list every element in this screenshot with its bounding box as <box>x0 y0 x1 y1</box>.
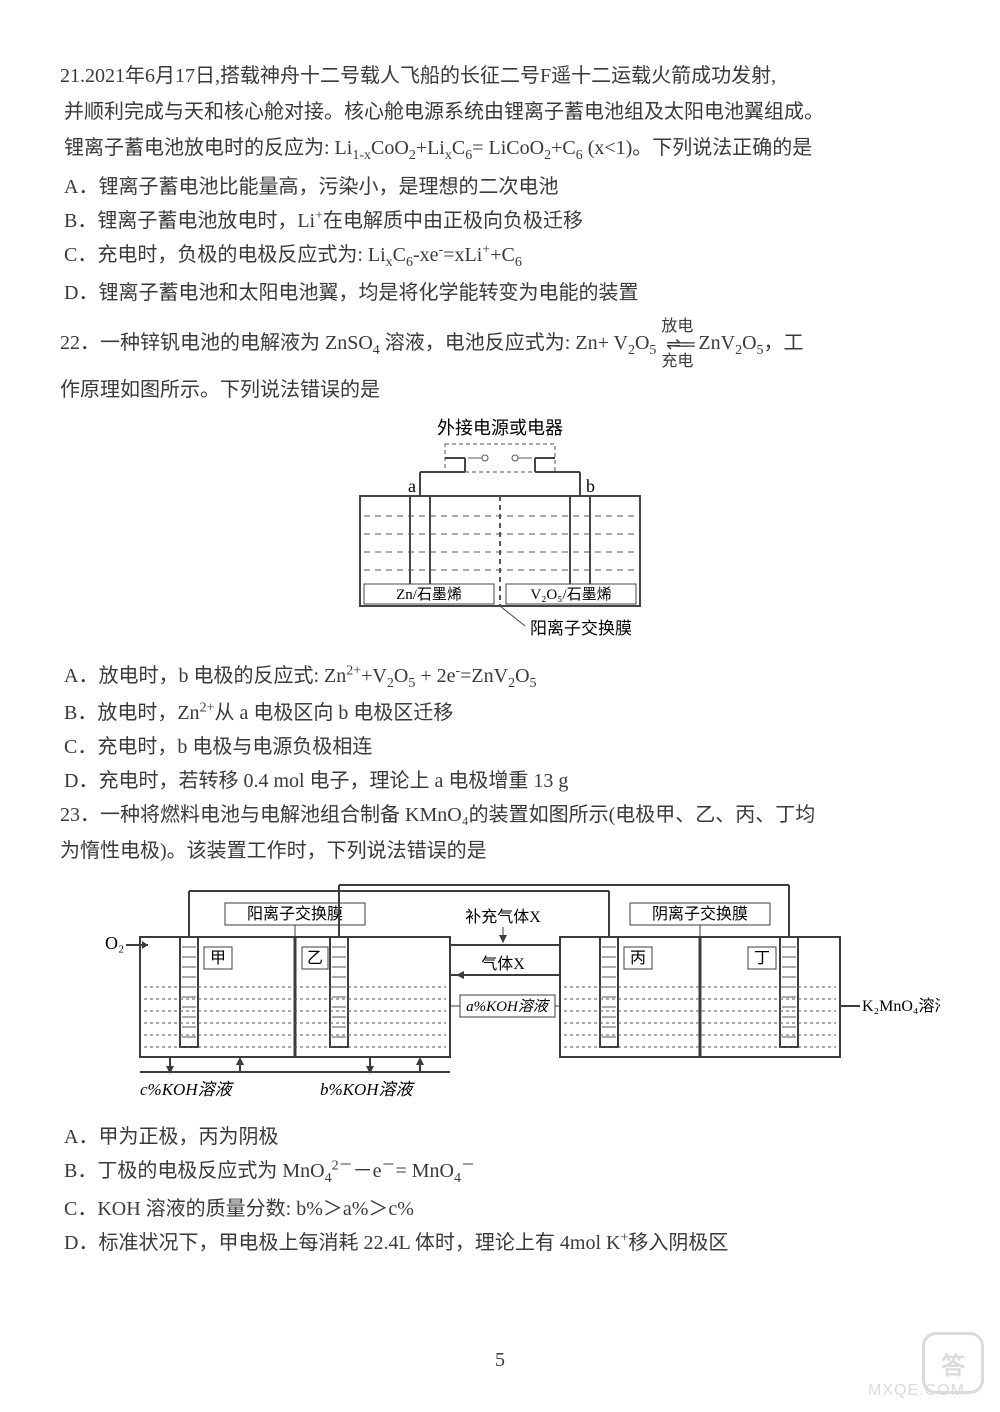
watermark: 答 MXQE.COM <box>868 1330 988 1400</box>
t: O <box>394 665 408 687</box>
q21-D: D．锂离子蓄电池和太阳电池翼，均是将化学能转变为电能的装置 <box>60 277 940 309</box>
t: A．放电时，b 电极的反应式: Zn <box>64 665 346 687</box>
t: +Li <box>416 137 445 159</box>
q21-B: B．锂离子蓄电池放电时，Li+在电解质中由正极向负极迁移 <box>60 205 940 237</box>
t: 锂离子蓄电池放电时的反应为: Li <box>64 137 352 159</box>
k2mno4: K₂MnO₄溶液 <box>862 997 940 1015</box>
q22-C: C．充电时，b 电极与电源负极相连 <box>60 731 940 763</box>
t: =ZnV <box>460 665 508 687</box>
q22-figure: 外接电源或电器 a b <box>60 416 940 646</box>
q23-figure: 阳离子交换膜 O₂ 甲 乙 <box>70 877 940 1107</box>
t: = LiCoO <box>472 137 544 159</box>
electrode-bing <box>600 937 618 1047</box>
t: = MnO <box>395 1160 454 1182</box>
t: D．标准状况下，甲电极上每消耗 22.4L 体时，理论上有 4mol K <box>64 1232 620 1254</box>
q21-line1: 21.2021年6月17日,搭载神舟十二号载人飞船的长征二号F遥十二运载火箭成功… <box>60 60 940 92</box>
t: +C <box>490 244 515 266</box>
koh-b: b%KOH溶液 <box>320 1080 416 1099</box>
t: C <box>452 137 465 159</box>
page-number: 5 <box>0 1349 1000 1372</box>
t: 移入阴极区 <box>628 1232 728 1254</box>
t: O <box>515 665 529 687</box>
t: O <box>635 332 649 354</box>
electrode-yi <box>330 937 348 1047</box>
o2-label: O₂ <box>105 933 124 953</box>
q23-B: B．丁极的电极反应式为 MnO42－－e－= MnO4－ <box>60 1155 940 1190</box>
arrow-top-label: 放电 <box>661 318 693 335</box>
t: 溶液，电池反应式为: Zn+ V <box>385 332 628 354</box>
page-content: 21.2021年6月17日,搭载神舟十二号载人飞船的长征二号F遥十二运载火箭成功… <box>0 0 1000 1291</box>
t: ZnV <box>698 332 735 354</box>
equilibrium-arrows-icon: ⇌══ <box>666 334 689 354</box>
t: O <box>742 332 756 354</box>
electrode-jia <box>180 937 198 1047</box>
t: B．放电时，Zn <box>64 702 200 724</box>
electrode-ding <box>780 937 798 1047</box>
t: －e <box>353 1160 382 1182</box>
label-a: a <box>408 476 416 496</box>
t: +V <box>361 665 387 687</box>
yi: 乙 <box>307 950 323 967</box>
t: C．充电时，负极的电极反应式为: Li <box>64 244 386 266</box>
gas-x: 气体X <box>481 955 525 973</box>
t: + 2e <box>415 665 455 687</box>
q22-B: B．放电时，Zn2+从 a 电极区向 b 电极区迁移 <box>60 697 940 729</box>
q23-D: D．标准状况下，甲电极上每消耗 22.4L 体时，理论上有 4mol K+移入阴… <box>60 1227 940 1259</box>
ext-label: 外接电源或电器 <box>437 418 563 438</box>
memb-l: 阳离子交换膜 <box>247 905 343 923</box>
arrow-bot-label: 充电 <box>661 353 693 370</box>
q21-A: A．锂离子蓄电池比能量高，污染小，是理想的二次电池 <box>60 171 940 203</box>
q22-A: A．放电时，b 电极的反应式: Zn2++V2O5 + 2e-=ZnV2O5 <box>60 660 940 695</box>
t: 22．一种锌钒电池的电解液为 ZnSO <box>60 332 373 354</box>
koh-c: c%KOH溶液 <box>140 1080 235 1099</box>
label-b: b <box>586 476 595 496</box>
t: -xe <box>413 244 439 266</box>
t: B．丁极的电极反应式为 MnO <box>64 1160 325 1182</box>
jia: 甲 <box>210 950 226 967</box>
q23-line2: 为惰性电极)。该装置工作时，下列说法错误的是 <box>60 835 940 867</box>
memb-r: 阴离子交换膜 <box>652 905 748 923</box>
t: =xLi <box>443 244 482 266</box>
t: +C <box>551 137 576 159</box>
t: ，工 <box>764 332 804 354</box>
q21-line3: 锂离子蓄电池放电时的反应为: Li1-xCoO2+LixC6= LiCoO2+C… <box>60 132 940 167</box>
q23-line1: 23．一种将燃料电池与电解池组合制备 KMnO₄的装置如图所示(电极甲、乙、丙、… <box>60 799 940 831</box>
q21-C: C．充电时，负极的电极反应式为: LixC6-xe-=xLi++C6 <box>60 239 940 274</box>
bing: 丙 <box>630 950 646 967</box>
q22-line2: 作原理如图所示。下列说法错误的是 <box>60 374 940 406</box>
t: 从 a 电极区向 b 电极区迁移 <box>214 702 453 724</box>
t: B．锂离子蓄电池放电时，Li <box>64 210 315 232</box>
membrane-label: 阳离子交换膜 <box>530 619 632 638</box>
gas-sup: 补充气体X <box>465 908 541 926</box>
q22-line1: 22．一种锌钒电池的电解液为 ZnSO4 溶液，电池反应式为: Zn+ V2O5… <box>60 319 940 370</box>
left-box: Zn/石墨烯 <box>396 586 462 603</box>
ding: 丁 <box>754 950 770 967</box>
t: CoO <box>371 137 409 159</box>
q21-line2: 并顺利完成与天和核心舱对接。核心舱电源系统由锂离子蓄电池组及太阳电池翼组成。 <box>60 96 940 128</box>
watermark-text: MXQE.COM <box>868 1382 965 1400</box>
right-box: V₂O₅/石墨烯 <box>530 586 611 603</box>
koh-a: a%KOH溶液 <box>466 998 551 1015</box>
t: 在电解质中由正极向负极迁移 <box>323 210 583 232</box>
q23-A: A．甲为正极，丙为阴极 <box>60 1121 940 1153</box>
t: C <box>393 244 406 266</box>
q22-D: D．充电时，若转移 0.4 mol 电子，理论上 a 电极增重 13 g <box>60 765 940 797</box>
t: (x<1)。下列说法正确的是 <box>583 137 813 159</box>
q23-C: C．KOH 溶液的质量分数: b%＞a%＞c% <box>60 1193 940 1225</box>
